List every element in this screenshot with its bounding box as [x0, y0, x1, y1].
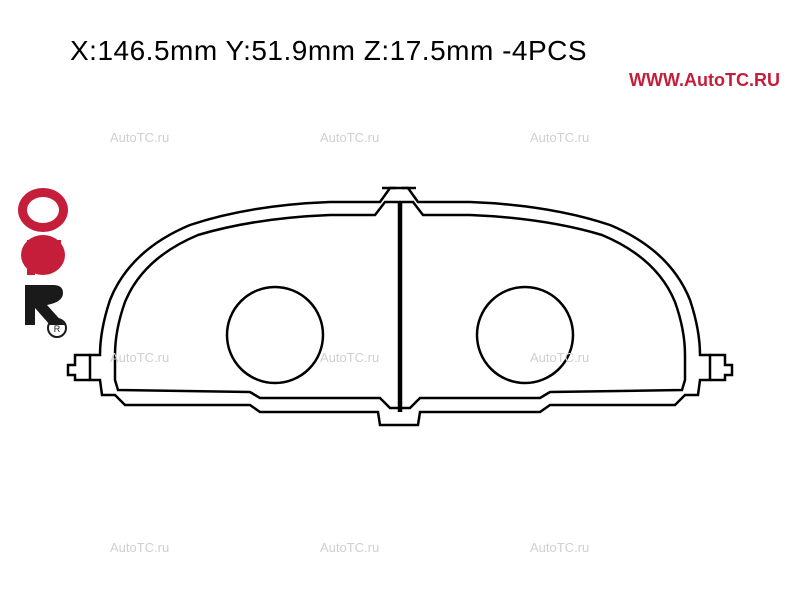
watermark-text: AutoTC.ru: [320, 350, 379, 365]
url-text-content: WWW.AutoTC.RU: [629, 70, 780, 90]
watermark-text: AutoTC.ru: [110, 130, 169, 145]
watermark-text: AutoTC.ru: [530, 130, 589, 145]
dimensions-label: X:146.5mm Y:51.9mm Z:17.5mm -4PCS: [70, 35, 587, 67]
watermark-text: AutoTC.ru: [320, 540, 379, 555]
watermark-text: AutoTC.ru: [110, 350, 169, 365]
watermark-text: AutoTC.ru: [530, 350, 589, 365]
brake-pad-diagram: [50, 180, 750, 440]
watermark-text: AutoTC.ru: [320, 130, 379, 145]
watermark-text: AutoTC.ru: [530, 540, 589, 555]
watermark-text: AutoTC.ru: [110, 540, 169, 555]
website-url: WWW.AutoTC.RU: [629, 70, 780, 91]
